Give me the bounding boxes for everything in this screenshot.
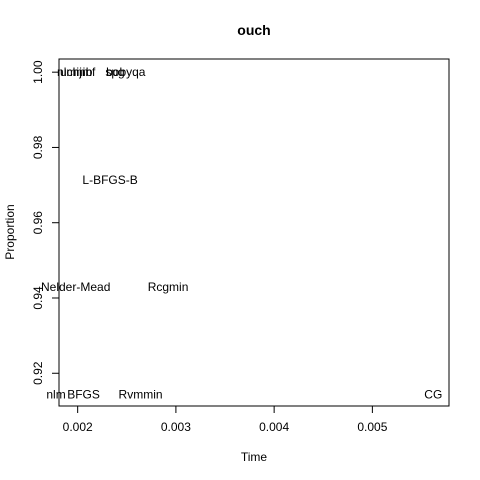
point-label: CG	[424, 388, 442, 402]
y-tick-label: 0.96	[31, 211, 45, 235]
chart-title: ouch	[237, 22, 270, 38]
y-tick-label: 1.00	[31, 60, 45, 84]
point-label: Rvmmin	[119, 388, 163, 402]
point-label: hjn	[73, 65, 89, 79]
point-label: Rcgmin	[148, 280, 189, 294]
point-label: L-BFGS-B	[82, 173, 137, 187]
x-tick-label: 0.004	[259, 420, 289, 434]
y-tick-label: 0.94	[31, 286, 45, 310]
y-axis: 0.92 0.94 0.96 0.98 1.00	[31, 60, 60, 385]
x-axis: 0.002 0.003 0.004 0.005	[63, 405, 388, 434]
point-label: ucminf	[60, 65, 96, 79]
point-label: nlminb	[57, 65, 93, 79]
point-label: spg	[105, 65, 124, 79]
x-tick-label: 0.003	[161, 420, 191, 434]
plot-frame	[58, 58, 450, 407]
y-tick-label: 0.92	[31, 361, 45, 385]
point-label: bobyqa	[106, 65, 146, 79]
y-axis-title: Proportion	[3, 204, 17, 259]
y-tick-label: 0.98	[31, 135, 45, 159]
point-label: Nelder-Mead	[41, 280, 110, 294]
x-axis-title: Time	[241, 450, 268, 464]
x-tick-label: 0.005	[357, 420, 387, 434]
x-tick-label: 0.002	[63, 420, 93, 434]
point-label: BFGS	[67, 388, 100, 402]
point-label: nlm	[46, 388, 65, 402]
